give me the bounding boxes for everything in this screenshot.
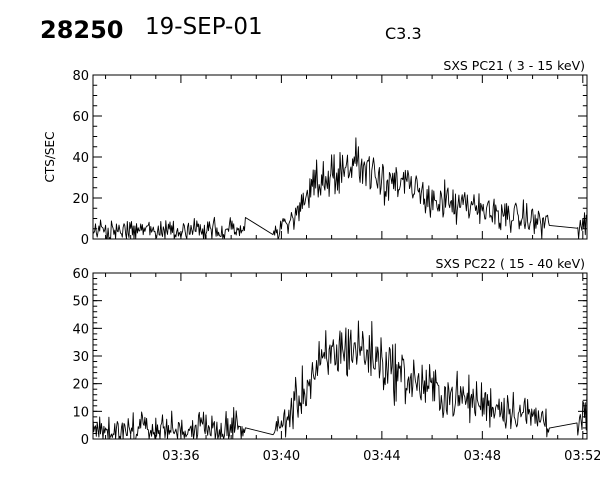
panel2-series-line	[92, 320, 588, 440]
event-id: 28250	[40, 16, 124, 44]
panel1-y-tick-label: 0	[81, 233, 89, 248]
panel1-y-axis-label: CTS/SEC	[43, 132, 57, 183]
panel1-y-tick-label: 20	[72, 192, 89, 207]
panel2-x-tick-label: 03:44	[363, 449, 400, 464]
panel2-y-tick-label: 30	[72, 350, 89, 365]
panel2-y-tick-label: 40	[72, 322, 89, 337]
event-date: 19-SEP-01	[145, 14, 263, 40]
panel1-y-tick-label: 60	[72, 110, 89, 125]
panel2-x-tick-label: 03:52	[564, 449, 600, 464]
panel2-x-tick-label: 03:48	[464, 449, 501, 464]
panel1-y-tick-label: 80	[72, 69, 89, 84]
flare-class: C3.3	[385, 24, 422, 43]
panel2-y-tick-label: 60	[72, 267, 89, 282]
panel1-y-tick-label: 40	[72, 151, 89, 166]
panel2-title: SXS PC22 ( 15 - 40 keV)	[435, 256, 585, 271]
panel2-y-tick-label: 0	[81, 433, 89, 448]
panel1-series-line	[92, 137, 588, 240]
panel2-plot-frame	[92, 272, 588, 440]
panel2-y-tick-label: 10	[72, 405, 89, 420]
panel1-title: SXS PC21 ( 3 - 15 keV)	[443, 58, 585, 73]
panel2-x-tick-label: 03:36	[162, 449, 199, 464]
panel2-y-tick-label: 50	[72, 295, 89, 310]
panel2-y-tick-label: 20	[72, 378, 89, 393]
panel2-x-tick-label: 03:40	[263, 449, 300, 464]
